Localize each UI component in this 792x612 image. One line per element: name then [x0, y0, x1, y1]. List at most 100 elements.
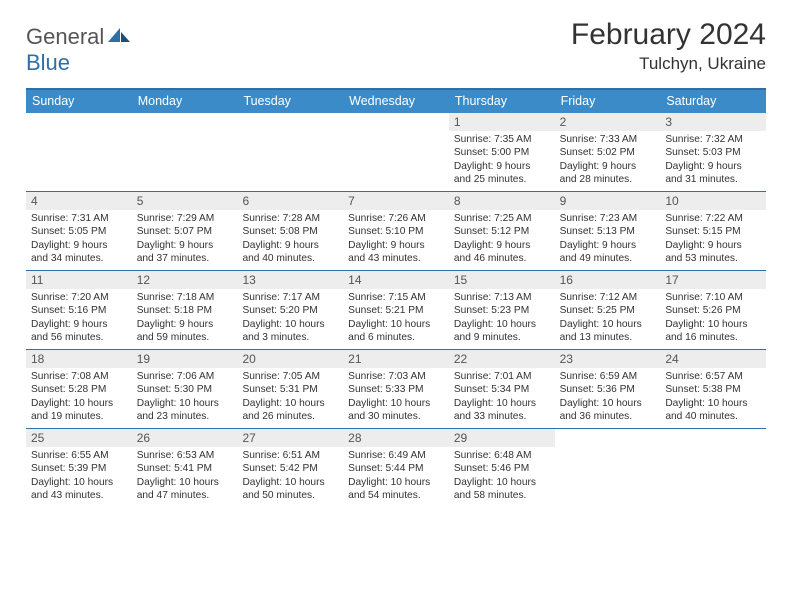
sunrise-text: Sunrise: 6:57 AM — [665, 370, 761, 383]
sunrise-text: Sunrise: 6:49 AM — [348, 449, 444, 462]
day-number — [343, 113, 449, 117]
sunset-text: Sunset: 5:33 PM — [348, 383, 444, 396]
daylight-text: Daylight: 10 hours and 13 minutes. — [560, 318, 656, 345]
day-number: 23 — [555, 350, 661, 368]
day-cell: 16Sunrise: 7:12 AMSunset: 5:25 PMDayligh… — [555, 271, 661, 349]
sunset-text: Sunset: 5:39 PM — [31, 462, 127, 475]
daylight-text: Daylight: 10 hours and 36 minutes. — [560, 397, 656, 424]
day-info: Sunrise: 7:25 AMSunset: 5:12 PMDaylight:… — [452, 212, 552, 265]
daylight-text: Daylight: 10 hours and 26 minutes. — [242, 397, 338, 424]
sunset-text: Sunset: 5:23 PM — [454, 304, 550, 317]
day-number: 24 — [660, 350, 766, 368]
sunset-text: Sunset: 5:16 PM — [31, 304, 127, 317]
day-cell — [132, 113, 238, 191]
day-number: 2 — [555, 113, 661, 131]
daylight-text: Daylight: 9 hours and 46 minutes. — [454, 239, 550, 266]
sunset-text: Sunset: 5:13 PM — [560, 225, 656, 238]
daylight-text: Daylight: 10 hours and 33 minutes. — [454, 397, 550, 424]
day-info: Sunrise: 7:08 AMSunset: 5:28 PMDaylight:… — [29, 370, 129, 423]
day-number — [132, 113, 238, 117]
daylight-text: Daylight: 10 hours and 58 minutes. — [454, 476, 550, 503]
sunrise-text: Sunrise: 7:33 AM — [560, 133, 656, 146]
sunrise-text: Sunrise: 7:12 AM — [560, 291, 656, 304]
daylight-text: Daylight: 9 hours and 37 minutes. — [137, 239, 233, 266]
daylight-text: Daylight: 9 hours and 43 minutes. — [348, 239, 444, 266]
dow-friday: Friday — [555, 90, 661, 113]
sunset-text: Sunset: 5:30 PM — [137, 383, 233, 396]
sunset-text: Sunset: 5:26 PM — [665, 304, 761, 317]
title-block: February 2024 Tulchyn, Ukraine — [571, 18, 766, 74]
day-cell: 24Sunrise: 6:57 AMSunset: 5:38 PMDayligh… — [660, 350, 766, 428]
daylight-text: Daylight: 10 hours and 47 minutes. — [137, 476, 233, 503]
day-info: Sunrise: 6:53 AMSunset: 5:41 PMDaylight:… — [135, 449, 235, 502]
dow-tuesday: Tuesday — [237, 90, 343, 113]
sunset-text: Sunset: 5:02 PM — [560, 146, 656, 159]
day-number: 9 — [555, 192, 661, 210]
sunrise-text: Sunrise: 7:10 AM — [665, 291, 761, 304]
day-info: Sunrise: 7:20 AMSunset: 5:16 PMDaylight:… — [29, 291, 129, 344]
day-of-week-header: Sunday Monday Tuesday Wednesday Thursday… — [26, 90, 766, 113]
sunset-text: Sunset: 5:08 PM — [242, 225, 338, 238]
day-info: Sunrise: 7:31 AMSunset: 5:05 PMDaylight:… — [29, 212, 129, 265]
daylight-text: Daylight: 9 hours and 53 minutes. — [665, 239, 761, 266]
day-number: 16 — [555, 271, 661, 289]
week-row: 4 Sunrise: 7:31 AMSunset: 5:05 PMDaylight… — [26, 191, 766, 270]
day-number: 15 — [449, 271, 555, 289]
day-number — [237, 113, 343, 117]
sunrise-text: Sunrise: 7:03 AM — [348, 370, 444, 383]
daylight-text: Daylight: 9 hours and 34 minutes. — [31, 239, 127, 266]
sunrise-text: Sunrise: 7:18 AM — [137, 291, 233, 304]
day-number: 22 — [449, 350, 555, 368]
sunset-text: Sunset: 5:00 PM — [454, 146, 550, 159]
sunrise-text: Sunrise: 7:31 AM — [31, 212, 127, 225]
sunrise-text: Sunrise: 7:08 AM — [31, 370, 127, 383]
sunset-text: Sunset: 5:36 PM — [560, 383, 656, 396]
sunset-text: Sunset: 5:42 PM — [242, 462, 338, 475]
dow-sunday: Sunday — [26, 90, 132, 113]
day-number: 29 — [449, 429, 555, 447]
day-info: Sunrise: 7:05 AMSunset: 5:31 PMDaylight:… — [240, 370, 340, 423]
day-number: 17 — [660, 271, 766, 289]
day-cell: 13 Sunrise: 7:17 AMSunset: 5:20 PMDayligh… — [237, 271, 343, 349]
day-number: 25 — [26, 429, 132, 447]
day-number — [660, 429, 766, 433]
weeks-container: 1Sunrise: 7:35 AMSunset: 5:00 PMDaylight… — [26, 113, 766, 507]
day-cell — [660, 429, 766, 507]
day-info: Sunrise: 7:29 AMSunset: 5:07 PMDaylight:… — [135, 212, 235, 265]
day-number: 6 — [237, 192, 343, 210]
day-cell: 21Sunrise: 7:03 AMSunset: 5:33 PMDayligh… — [343, 350, 449, 428]
day-info: Sunrise: 7:33 AMSunset: 5:02 PMDaylight:… — [558, 133, 658, 186]
day-info: Sunrise: 7:06 AMSunset: 5:30 PMDaylight:… — [135, 370, 235, 423]
sunrise-text: Sunrise: 6:55 AM — [31, 449, 127, 462]
sunrise-text: Sunrise: 7:15 AM — [348, 291, 444, 304]
sunrise-text: Sunrise: 7:20 AM — [31, 291, 127, 304]
day-cell: 1Sunrise: 7:35 AMSunset: 5:00 PMDaylight… — [449, 113, 555, 191]
day-number: 19 — [132, 350, 238, 368]
daylight-text: Daylight: 10 hours and 16 minutes. — [665, 318, 761, 345]
daylight-text: Daylight: 9 hours and 56 minutes. — [31, 318, 127, 345]
week-row: 25 Sunrise: 6:55 AMSunset: 5:39 PM Dayligh… — [26, 428, 766, 507]
sunrise-text: Sunrise: 6:59 AM — [560, 370, 656, 383]
day-cell: 4 Sunrise: 7:31 AMSunset: 5:05 PMDaylight… — [26, 192, 132, 270]
brand-text: GeneralBlue — [26, 24, 132, 76]
sunrise-text: Sunrise: 7:17 AM — [242, 291, 338, 304]
day-cell: 28Sunrise: 6:49 AMSunset: 5:44 PMDayligh… — [343, 429, 449, 507]
dow-monday: Monday — [132, 90, 238, 113]
sunset-text: Sunset: 5:34 PM — [454, 383, 550, 396]
day-number: 7 — [343, 192, 449, 210]
day-info: Sunrise: 7:10 AMSunset: 5:26 PMDaylight:… — [663, 291, 763, 344]
day-cell: 25Sunrise: 6:55 AMSunset: 5:39 PMDayligh… — [26, 429, 132, 507]
sunrise-text: Sunrise: 7:06 AM — [137, 370, 233, 383]
sunset-text: Sunset: 5:15 PM — [665, 225, 761, 238]
day-number: 13 — [237, 271, 343, 289]
day-info: Sunrise: 7:15 AMSunset: 5:21 PMDaylight:… — [346, 291, 446, 344]
day-number: 4 — [26, 192, 132, 210]
day-cell: 8Sunrise: 7:25 AMSunset: 5:12 PMDaylight… — [449, 192, 555, 270]
day-number: 26 — [132, 429, 238, 447]
day-number — [26, 113, 132, 117]
day-info: Sunrise: 7:28 AMSunset: 5:08 PMDaylight:… — [240, 212, 340, 265]
sunset-text: Sunset: 5:21 PM — [348, 304, 444, 317]
day-info: Sunrise: 7:17 AMSunset: 5:20 PMDaylight:… — [240, 291, 340, 344]
sunset-text: Sunset: 5:07 PM — [137, 225, 233, 238]
sunset-text: Sunset: 5:20 PM — [242, 304, 338, 317]
